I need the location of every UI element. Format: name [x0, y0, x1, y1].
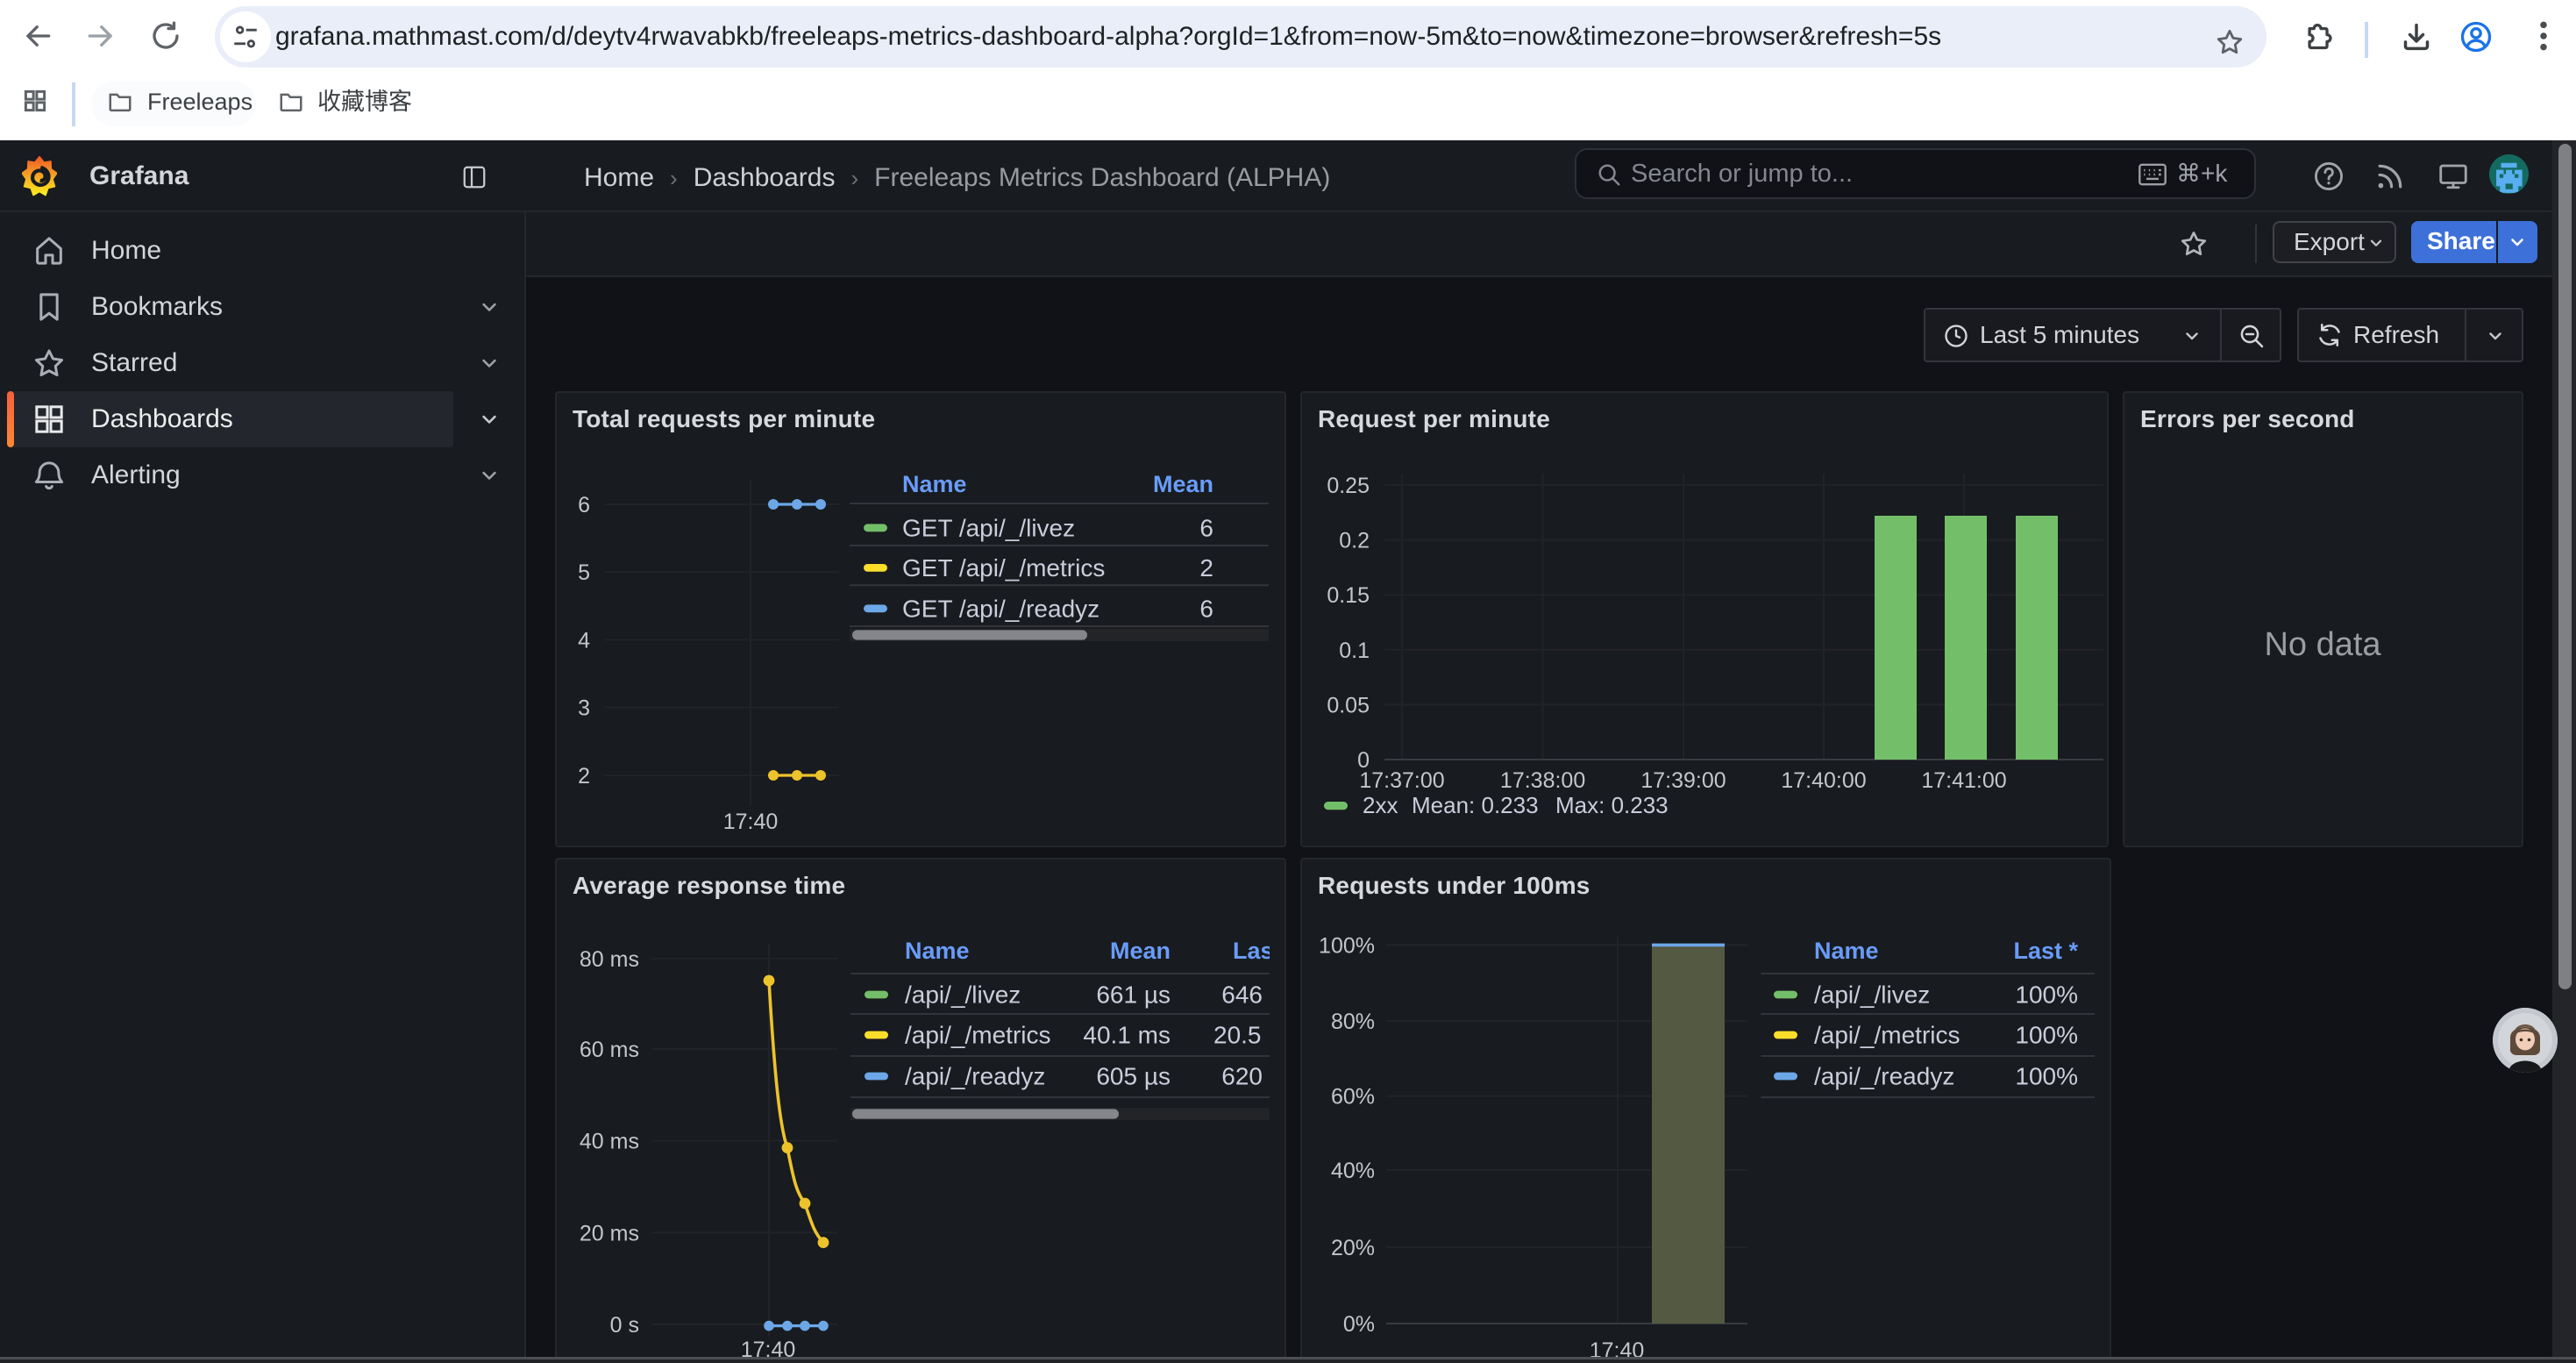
svg-text:0%: 0%: [1343, 1312, 1375, 1337]
svg-text:/api/_/metrics: /api/_/metrics: [1814, 1022, 1960, 1049]
svg-text:/api/_/readyz: /api/_/readyz: [1814, 1063, 1954, 1090]
svg-text:80%: 80%: [1331, 1010, 1375, 1034]
svg-text:40.1 ms: 40.1 ms: [1083, 1022, 1171, 1049]
svg-text:20 ms: 20 ms: [580, 1221, 639, 1245]
svg-text:/api/_/livez: /api/_/livez: [1814, 981, 1930, 1009]
svg-text:Mean: 0.233: Mean: 0.233: [1412, 792, 1539, 818]
svg-text:0.05: 0.05: [1327, 693, 1370, 717]
svg-text:661 µs: 661 µs: [1096, 981, 1171, 1009]
svg-text:0: 0: [1357, 748, 1370, 773]
svg-text:646: 646: [1221, 981, 1263, 1009]
svg-text:620: 620: [1221, 1063, 1263, 1090]
svg-text:17:40: 17:40: [723, 810, 779, 834]
svg-text:17:39:00: 17:39:00: [1640, 768, 1726, 793]
svg-text:60 ms: 60 ms: [580, 1038, 639, 1062]
svg-text:Name: Name: [1814, 938, 1879, 964]
svg-text:17:41:00: 17:41:00: [1921, 768, 2006, 793]
svg-text:0 s: 0 s: [610, 1313, 639, 1338]
svg-text:17:37:00: 17:37:00: [1359, 768, 1444, 793]
svg-text:/api/_/livez: /api/_/livez: [905, 981, 1021, 1009]
svg-text:2: 2: [1199, 554, 1213, 582]
svg-text:Name: Name: [902, 471, 967, 497]
svg-text:5: 5: [578, 560, 590, 585]
svg-text:17:38:00: 17:38:00: [1500, 768, 1585, 793]
svg-text:/api/_/metrics: /api/_/metrics: [905, 1022, 1051, 1049]
svg-text:Max: 0.233: Max: 0.233: [1555, 792, 1669, 818]
svg-text:40%: 40%: [1331, 1159, 1375, 1183]
svg-text:Name: Name: [905, 938, 970, 964]
svg-text:GET /api/_/livez: GET /api/_/livez: [902, 514, 1075, 541]
svg-text:100%: 100%: [2015, 1022, 2078, 1049]
svg-text:6: 6: [1199, 595, 1213, 622]
svg-text:100%: 100%: [2015, 1063, 2078, 1090]
svg-text:60%: 60%: [1331, 1085, 1375, 1110]
svg-text:40 ms: 40 ms: [580, 1130, 639, 1154]
svg-text:100%: 100%: [2015, 981, 2078, 1009]
svg-text:20%: 20%: [1331, 1236, 1375, 1260]
svg-text:2xx: 2xx: [1363, 792, 1398, 818]
svg-text:0.2: 0.2: [1339, 529, 1370, 553]
svg-text:0.25: 0.25: [1327, 474, 1370, 498]
svg-text:100%: 100%: [1319, 933, 1375, 958]
svg-text:Mean: Mean: [1153, 471, 1213, 497]
svg-text:0.1: 0.1: [1339, 639, 1370, 663]
svg-text:80 ms: 80 ms: [580, 947, 639, 972]
svg-text:GET /api/_/metrics: GET /api/_/metrics: [902, 554, 1105, 582]
svg-text:6: 6: [1199, 514, 1213, 541]
svg-text:Mean: Mean: [1110, 938, 1171, 964]
svg-text:3: 3: [578, 696, 590, 721]
svg-text:2: 2: [578, 764, 590, 789]
svg-text:GET /api/_/readyz: GET /api/_/readyz: [902, 595, 1099, 622]
svg-text:605 µs: 605 µs: [1096, 1063, 1171, 1090]
svg-text:6: 6: [578, 493, 590, 517]
svg-text:17:40:00: 17:40:00: [1781, 768, 1866, 793]
svg-text:4: 4: [578, 628, 590, 653]
svg-text:0.15: 0.15: [1327, 583, 1370, 608]
svg-text:/api/_/readyz: /api/_/readyz: [905, 1063, 1045, 1090]
svg-text:Last *: Last *: [2013, 938, 2078, 964]
